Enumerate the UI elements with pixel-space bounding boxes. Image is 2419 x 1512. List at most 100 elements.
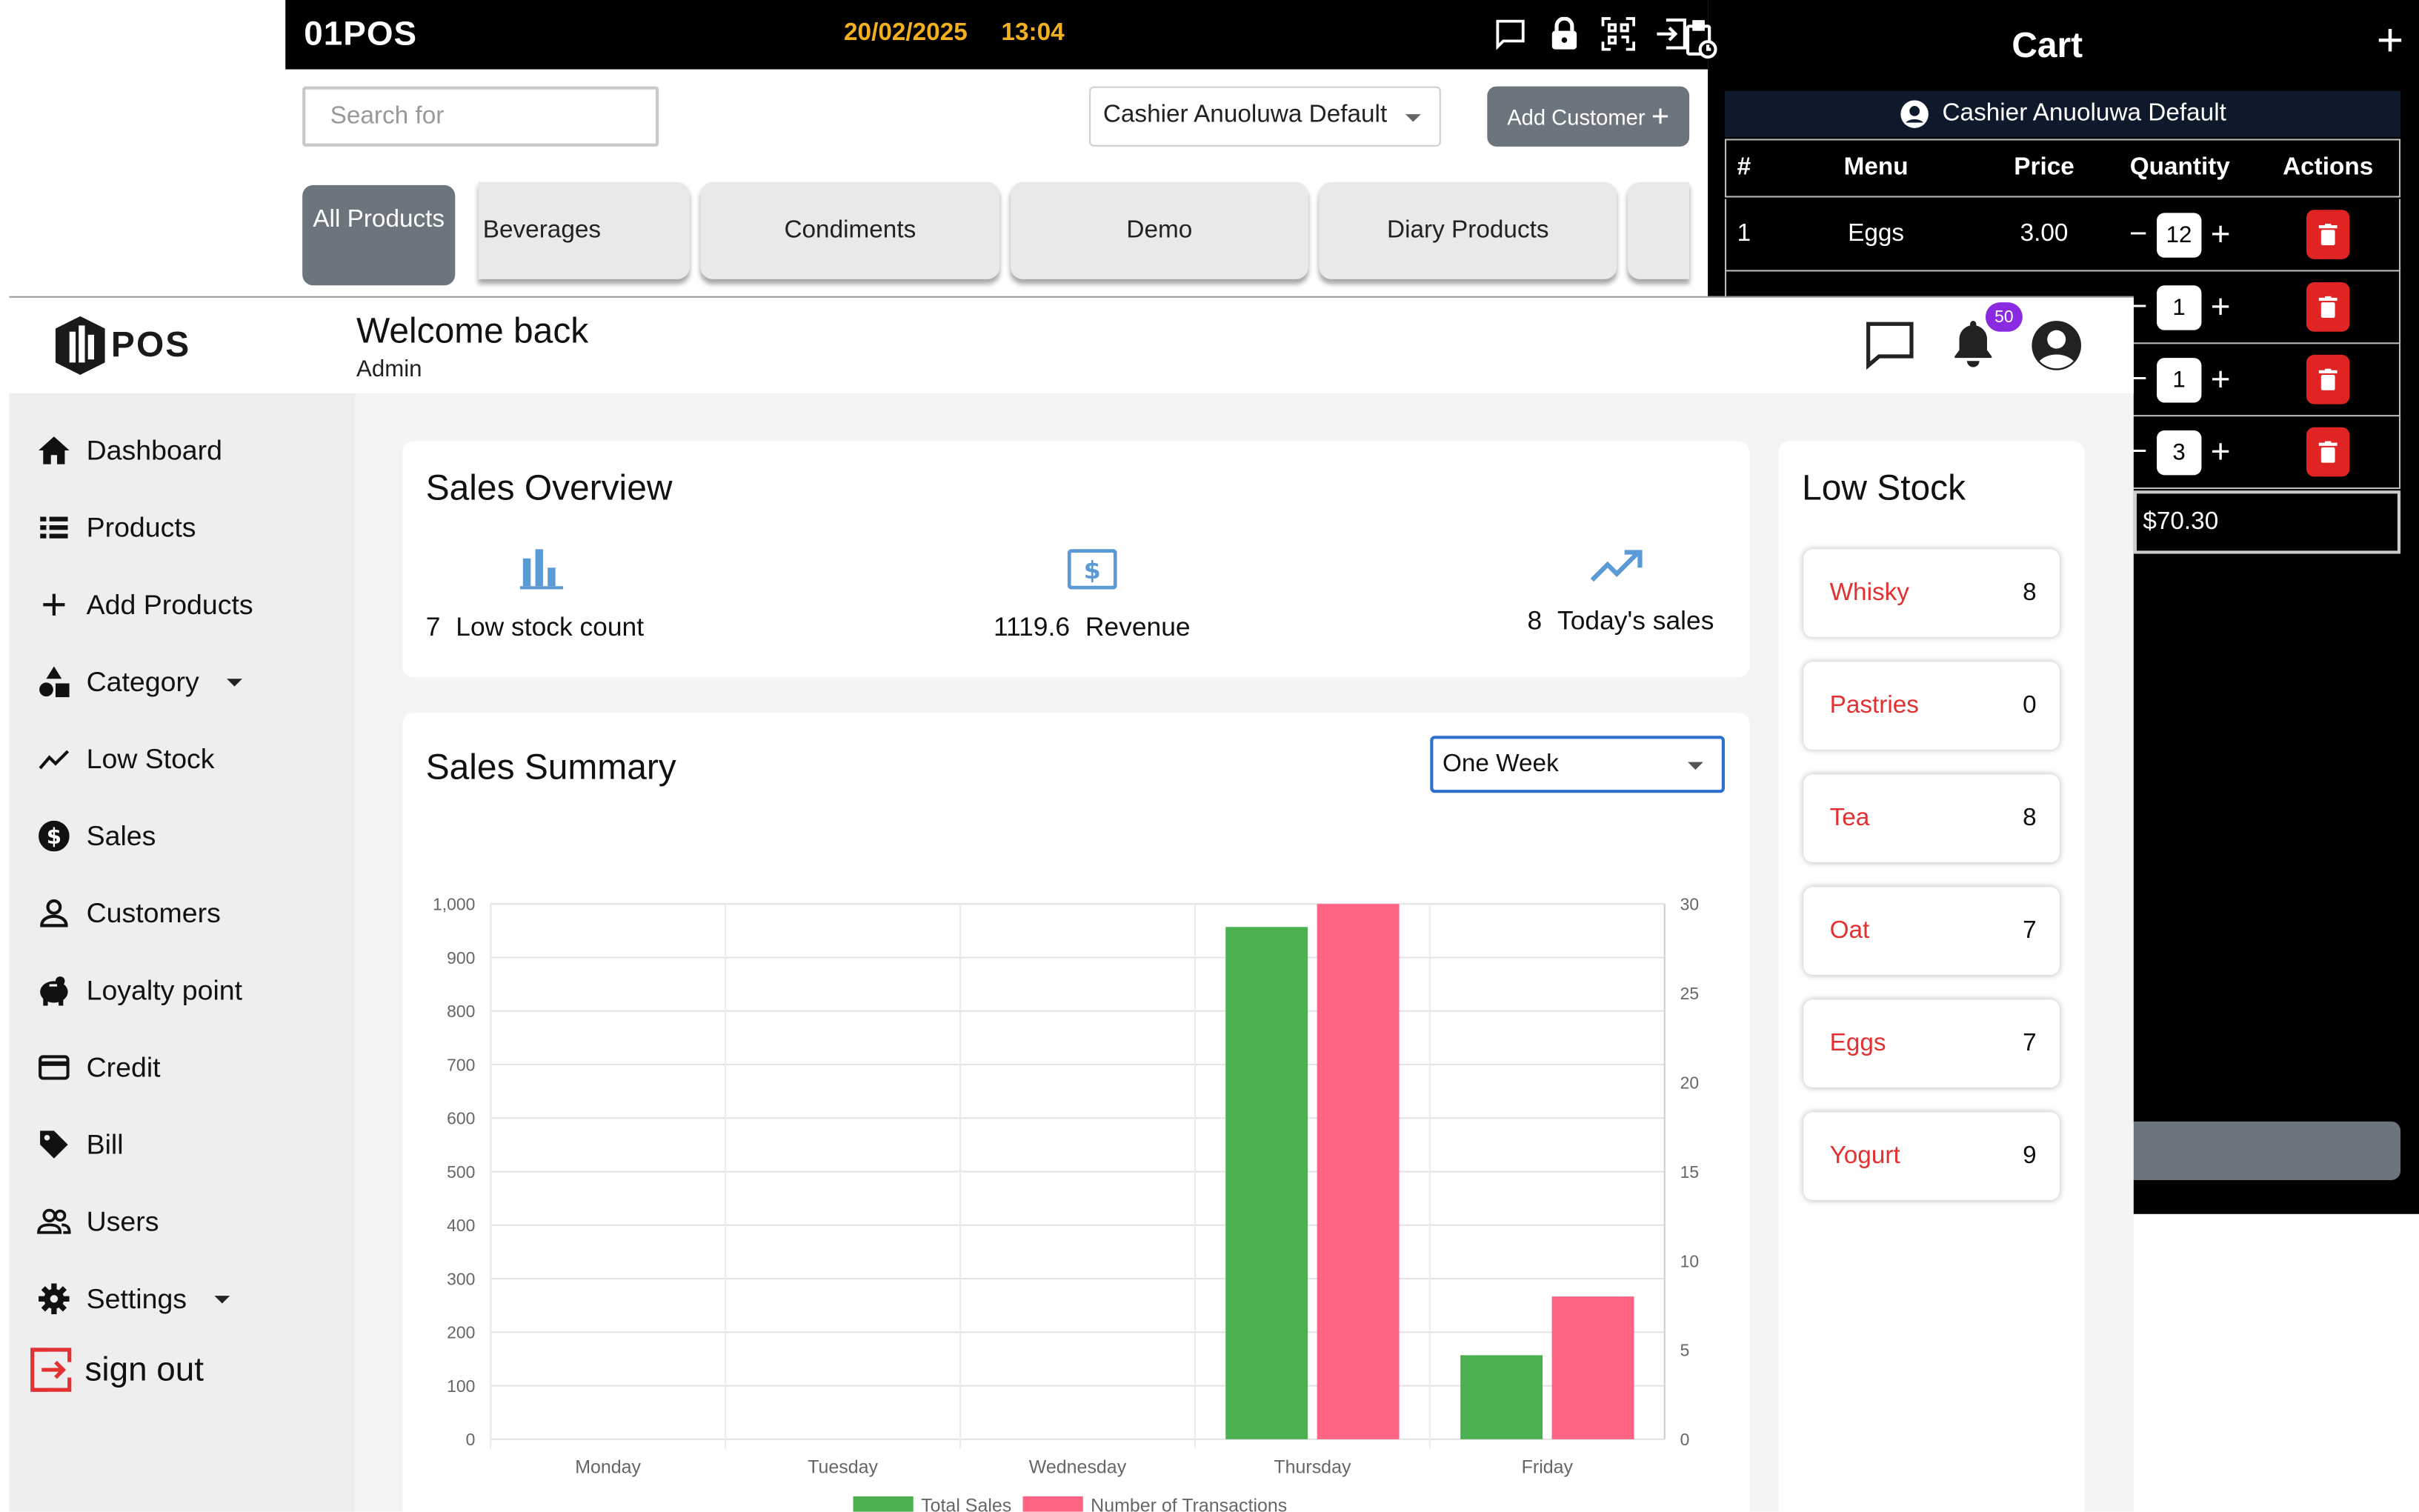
- qty-increase-button[interactable]: +: [2210, 359, 2231, 399]
- qty-increase-button[interactable]: +: [2210, 432, 2231, 471]
- user-avatar-icon[interactable]: [2030, 319, 2083, 379]
- range-select-value: One Week: [1442, 751, 1559, 778]
- x-tick-label: Friday: [1522, 1457, 1574, 1478]
- plus-icon: [37, 587, 71, 622]
- qty-input[interactable]: 1: [2156, 284, 2202, 330]
- sales-summary-chart: 0 100 200 300 400 500 600 700 800 900 1,000 0 5 10 15 2…: [433, 895, 1699, 1512]
- y-tick-label-right: 10: [1680, 1251, 1699, 1270]
- sidebar-item-sales[interactable]: $ Sales: [37, 813, 156, 859]
- qty-input[interactable]: 1: [2156, 357, 2202, 402]
- y-tick-label-left: 700: [447, 1055, 475, 1074]
- bar-number-of-transactions: [1551, 1296, 1634, 1439]
- qty-increase-button[interactable]: +: [2210, 287, 2231, 326]
- low-stock-item[interactable]: Oat 7: [1803, 887, 2060, 976]
- chat-icon[interactable]: [1494, 17, 1528, 51]
- trending-up-icon: [1590, 549, 1643, 590]
- shapes-icon: [37, 665, 71, 699]
- pos-topbar: 01POS 20/02/2025 13:04: [285, 0, 1708, 70]
- col-quantity: Quantity: [2129, 154, 2230, 181]
- low-stock-item[interactable]: Tea 8: [1803, 774, 2060, 863]
- chevron-down-icon: [1688, 762, 1703, 770]
- category-beverages[interactable]: Beverages: [478, 181, 690, 279]
- sidebar-item-label: Credit: [86, 1051, 161, 1082]
- bar-total-sales: [1225, 927, 1308, 1439]
- sidebar-item-credit[interactable]: Credit: [37, 1045, 161, 1090]
- cart-add-icon[interactable]: +: [2376, 15, 2404, 67]
- stat-low-stock-label: Low stock count: [456, 612, 645, 642]
- cart-cashier: Cashier Anuoluwa Default: [1725, 90, 2401, 138]
- qty-input[interactable]: 3: [2156, 429, 2202, 475]
- qty-input[interactable]: 12: [2156, 212, 2202, 257]
- y-tick-label-left: 1,000: [433, 895, 475, 914]
- logo-mark-icon: [55, 316, 105, 375]
- sidebar-item-dashboard[interactable]: Dashboard: [37, 427, 222, 473]
- sidebar-item-add-products[interactable]: Add Products: [37, 582, 253, 627]
- sidebar-item-settings[interactable]: Settings: [37, 1276, 230, 1322]
- signout-button[interactable]: sign out: [30, 1347, 204, 1393]
- exit-icon[interactable]: [1654, 17, 1688, 51]
- cashier-select[interactable]: Cashier Anuoluwa Default: [1089, 86, 1441, 147]
- legend-label: Number of Transactions: [1091, 1496, 1287, 1512]
- sidebar-item-label: Dashboard: [86, 434, 222, 465]
- pos-brand: 01POS: [304, 13, 418, 53]
- sidebar-item-bill[interactable]: Bill: [37, 1122, 124, 1168]
- person-icon: [37, 896, 71, 930]
- sidebar-item-label: Customers: [86, 896, 221, 928]
- category-diary-products[interactable]: Diary Products: [1319, 181, 1617, 279]
- category-next-partial[interactable]: [1627, 181, 1690, 279]
- tag-icon: [37, 1128, 71, 1162]
- search-input[interactable]: Search for: [302, 86, 659, 147]
- qty-decrease-button[interactable]: −: [2129, 217, 2148, 252]
- trash-icon[interactable]: [2306, 427, 2350, 477]
- cashier-select-value: Cashier Anuoluwa Default: [1102, 101, 1388, 128]
- range-select[interactable]: One Week: [1430, 736, 1726, 793]
- qr-code-icon[interactable]: [1601, 17, 1636, 51]
- sidebar: Dashboard Products Add Products Category…: [9, 393, 355, 1512]
- category-condiments[interactable]: Condiments: [700, 181, 1000, 279]
- bell-icon[interactable]: [1950, 318, 1996, 375]
- pos-time: 13:04: [1001, 20, 1065, 47]
- lock-icon[interactable]: [1548, 16, 1582, 51]
- cart-table-header: # Menu Price Quantity Actions: [1725, 139, 2401, 198]
- clipboard-clock-icon[interactable]: [1685, 20, 1719, 68]
- qty-increase-button[interactable]: +: [2210, 214, 2231, 253]
- trend-icon: [37, 742, 71, 776]
- dashboard-window: POS Welcome back Admin 50 Dashboard Prod: [9, 296, 2134, 1512]
- messages-icon[interactable]: [1862, 316, 1917, 379]
- signout-label: sign out: [84, 1350, 204, 1389]
- y-tick-label-right: 5: [1680, 1341, 1690, 1360]
- plus-icon: +: [1651, 99, 1670, 134]
- low-stock-item[interactable]: Pastries 0: [1803, 662, 2060, 750]
- low-stock-item[interactable]: Yogurt 9: [1803, 1112, 2060, 1201]
- sidebar-item-label: Loyalty point: [86, 973, 243, 1005]
- low-stock-item[interactable]: Eggs 7: [1803, 999, 2060, 1088]
- stat-revenue-label: Revenue: [1085, 612, 1191, 642]
- category-demo[interactable]: Demo: [1010, 181, 1308, 279]
- y-tick-label-left: 300: [447, 1269, 475, 1288]
- sidebar-item-low-stock[interactable]: Low Stock: [37, 736, 215, 782]
- y-tick-label-left: 500: [447, 1162, 475, 1182]
- sidebar-item-users[interactable]: Users: [37, 1199, 159, 1245]
- sidebar-item-category[interactable]: Category: [37, 659, 243, 705]
- cart-row: 1 Eggs 3.00 − 12 +: [1725, 199, 2401, 272]
- sidebar-item-customers[interactable]: Customers: [37, 890, 221, 936]
- sidebar-item-loyalty-point[interactable]: Loyalty point: [37, 968, 242, 1013]
- welcome-title: Welcome back: [356, 310, 589, 350]
- low-stock-item[interactable]: Whisky 8: [1803, 549, 2060, 637]
- trash-icon[interactable]: [2306, 282, 2350, 332]
- sidebar-item-products[interactable]: Products: [37, 504, 196, 550]
- sidebar-item-label: Low Stock: [86, 742, 215, 774]
- trash-icon[interactable]: [2306, 210, 2350, 259]
- money-icon: $: [1066, 548, 1117, 597]
- signout-icon: [30, 1348, 72, 1392]
- legend-swatch: [853, 1496, 914, 1512]
- bar-total-sales: [1460, 1355, 1543, 1439]
- low-stock-title: Low Stock: [1802, 467, 1966, 508]
- add-customer-button[interactable]: Add Customer +: [1487, 86, 1690, 147]
- low-stock-item-count: 0: [2023, 692, 2037, 719]
- y-tick-label-left: 900: [447, 948, 475, 968]
- trash-icon[interactable]: [2306, 354, 2350, 404]
- y-tick-label-right: 20: [1680, 1073, 1699, 1092]
- category-all-products[interactable]: All Products: [302, 184, 456, 286]
- cart-row-num: 1: [1737, 220, 1751, 247]
